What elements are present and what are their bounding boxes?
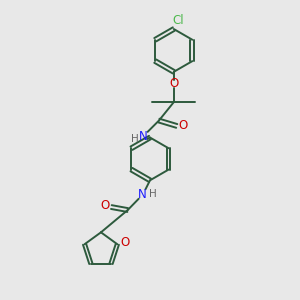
Text: N: N <box>139 130 148 142</box>
Text: Cl: Cl <box>172 14 184 27</box>
Text: H: H <box>149 189 157 199</box>
Text: O: O <box>121 236 130 249</box>
Text: O: O <box>179 119 188 132</box>
Text: N: N <box>138 188 147 201</box>
Text: O: O <box>169 77 178 90</box>
Text: H: H <box>131 134 138 144</box>
Text: O: O <box>100 200 110 212</box>
